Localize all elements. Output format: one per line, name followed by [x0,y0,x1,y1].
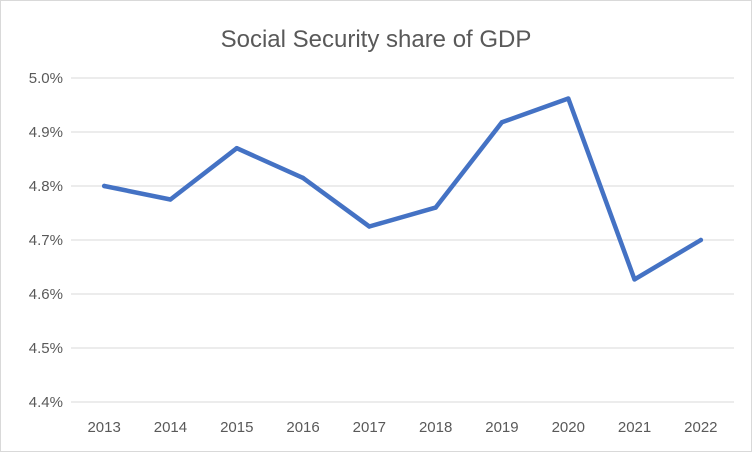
x-tick-label: 2019 [485,419,518,436]
y-tick-label: 4.8% [29,178,63,195]
x-tick-label: 2014 [154,419,187,436]
data-point [101,183,107,189]
x-tick-label: 2017 [353,419,386,436]
y-gridlines [71,77,734,403]
chart-title: Social Security share of GDP [221,26,532,53]
y-axis-tick-labels: 4.4% 4.5% 4.6% 4.7% 4.8% 4.9% 5.0% [29,70,63,411]
x-tick-label: 2021 [618,419,651,436]
y-tick-label: 4.9% [29,124,63,141]
data-point [632,277,637,282]
x-tick-label: 2020 [552,419,585,436]
x-axis-tick-labels: 2013 2014 2015 2016 2017 2018 2019 2020 2021 2022 [87,419,717,436]
x-tick-label: 2013 [87,419,120,436]
data-point [367,224,372,229]
y-tick-label: 4.7% [29,232,63,249]
x-tick-label: 2022 [684,419,717,436]
data-point [234,146,239,151]
data-point [168,197,173,202]
data-point [698,237,704,243]
data-point [433,205,438,210]
x-tick-label: 2016 [286,419,319,436]
y-tick-label: 5.0% [29,70,63,87]
series-lines [101,96,704,282]
data-point [499,120,505,125]
data-point [300,175,306,181]
series-line [101,96,704,282]
y-tick-label: 4.5% [29,340,63,357]
data-point [566,96,571,101]
x-tick-label: 2018 [419,419,452,436]
y-tick-label: 4.6% [29,286,63,303]
x-tick-label: 2015 [220,419,253,436]
y-tick-label: 4.4% [29,394,63,411]
